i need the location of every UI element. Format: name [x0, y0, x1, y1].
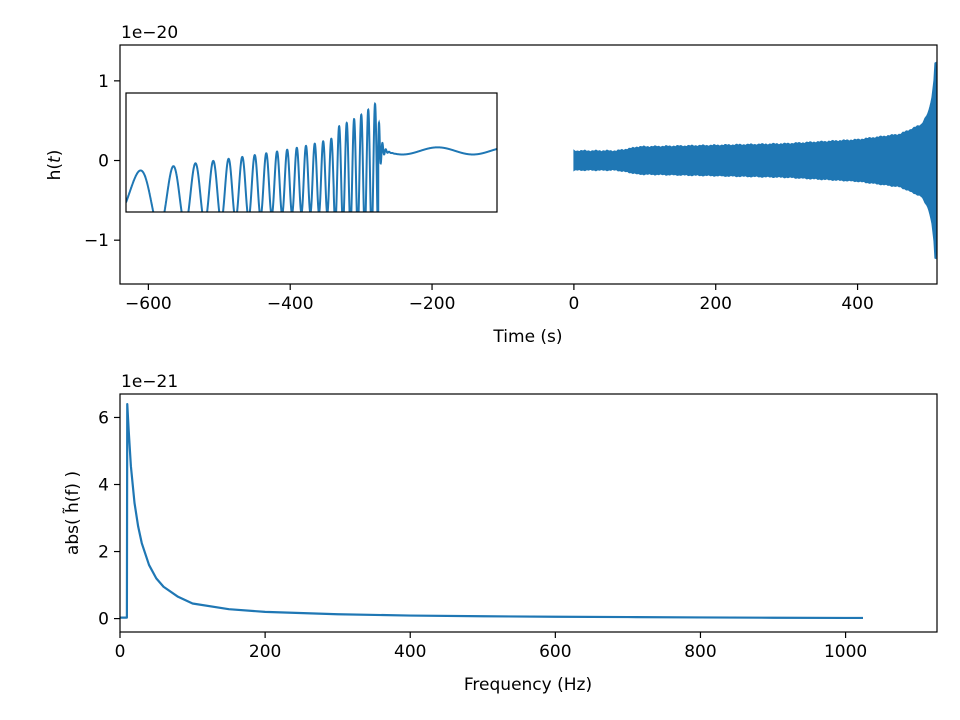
inset-waveform-line	[126, 101, 497, 212]
top-x-tick-label: −600	[125, 294, 172, 314]
top-y-tick-label: −1	[84, 231, 109, 251]
bottom-x-axis-label: Frequency (Hz)	[464, 675, 592, 695]
top-y-tick-label: 1	[98, 72, 109, 92]
top-x-axis-label: Time (s)	[492, 327, 562, 347]
bottom-axes-frame	[119, 393, 938, 633]
bottom-x-tick-label: 1000	[824, 642, 867, 662]
bottom-x-ticks: 0 200 400 600 800 1000	[115, 632, 867, 662]
frequency-panel: 1e−21 0 200 400 600 800 1000 0 2 4 6 Frequency (…	[62, 372, 938, 695]
top-y-tick-label: 0	[98, 152, 109, 172]
top-y-ticks: −1 0 1	[84, 72, 120, 251]
top-x-ticks: −600 −400 −200 0 200 400	[125, 284, 874, 314]
bottom-x-tick-label: 800	[684, 642, 716, 662]
top-plot-area	[573, 61, 938, 260]
time-series-panel: 1e−20 −600 −400 −200 0 200 400 −101 Time (s) …	[45, 23, 938, 347]
bottom-plot-area	[120, 402, 863, 620]
bottom-y-axis-label: abs( h̃(f) )	[62, 471, 83, 555]
top-x-tick-label: 400	[841, 294, 873, 314]
top-x-tick-label: 200	[700, 294, 732, 314]
bottom-x-tick-label: 0	[115, 642, 126, 662]
bottom-x-tick-label: 200	[249, 642, 281, 662]
bottom-y-tick-label: 0	[98, 610, 109, 630]
inset-frame	[125, 92, 498, 213]
top-x-tick-label: −200	[409, 294, 456, 314]
top-offset-label: 1e−20	[121, 23, 178, 43]
bottom-y-ticks: 0 2 4 6	[98, 408, 120, 630]
bottom-x-tick-label: 600	[539, 642, 571, 662]
top-x-tick-label: −400	[267, 294, 314, 314]
spectrum-line	[120, 402, 863, 620]
bottom-y-tick-label: 6	[98, 408, 109, 428]
top-x-tick-label: 0	[568, 294, 579, 314]
bottom-x-tick-label: 400	[394, 642, 426, 662]
bottom-y-tick-label: 2	[98, 543, 109, 563]
bottom-offset-label: 1e−21	[121, 372, 178, 392]
inset-panel	[125, 92, 498, 213]
top-y-axis-label: h(t)	[45, 150, 65, 181]
bottom-y-tick-label: 4	[98, 476, 109, 496]
chirp-waveform-line	[573, 61, 938, 260]
top-axes-frame	[119, 44, 938, 285]
